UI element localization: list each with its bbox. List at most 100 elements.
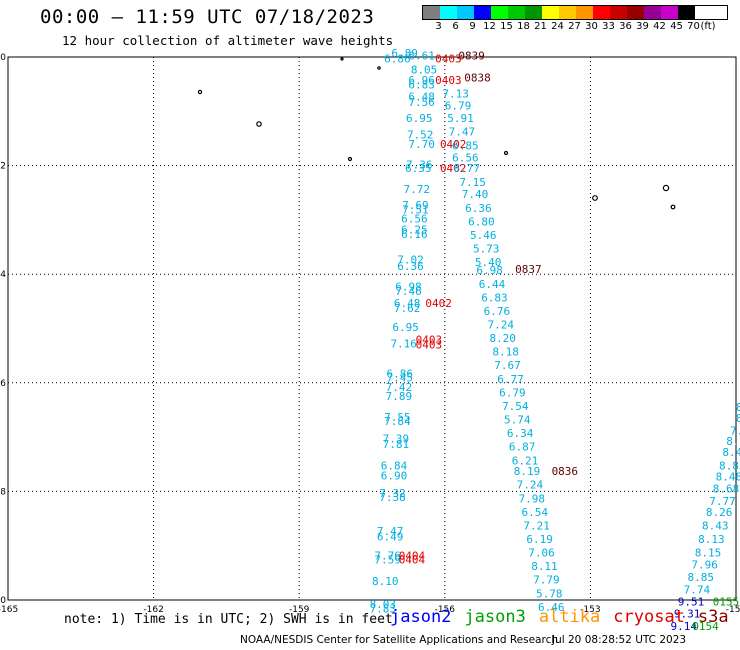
pass-time-label: 0404 (399, 549, 426, 562)
color-scale-label: 30 (585, 21, 598, 32)
pass-time-label: 0154 (692, 620, 719, 633)
wave-height-label: 6.54 (521, 506, 548, 519)
wave-height-label: 8.10 (372, 575, 399, 588)
wave-height-label: 6.36 (397, 260, 424, 273)
legend-altika: altika (538, 607, 601, 627)
color-swatch (678, 6, 695, 19)
wave-height-label: 7.21 (523, 519, 550, 532)
wave-height-label: 7.15 (459, 176, 486, 189)
wave-height-label: 8. (736, 401, 740, 414)
pass-time-label: 0402 (440, 138, 467, 151)
wave-height-label: 7.02 (397, 253, 424, 266)
wave-height-label: 6.16 (401, 228, 428, 241)
color-scale-label: 70 (687, 21, 700, 32)
island-outline (592, 195, 598, 201)
legend-s3a: s3a (697, 607, 729, 627)
wave-height-label: 6.77 (454, 162, 481, 175)
latitude-tick-label: -28 (0, 487, 6, 497)
pass-time-label: 0403 (435, 52, 462, 65)
wave-height-label: 7.51 (402, 203, 429, 216)
wave-height-label: 6.98 (476, 264, 503, 277)
wave-height-label: 7.55 (384, 411, 411, 424)
wave-height-label: 6.56 (452, 151, 479, 164)
latitude-tick-label: -26 (0, 379, 6, 389)
island-outline (256, 121, 262, 127)
wave-height-label: 7.56 (408, 96, 435, 109)
pass-time-label: 0403 (435, 74, 462, 87)
color-swatch (576, 6, 593, 19)
wave-height-label: 8.19 (514, 465, 541, 478)
wave-height-label: 7.24 (488, 319, 515, 332)
wave-height-label: 6.36 (465, 202, 492, 215)
color-scale-label: 6 (452, 21, 459, 32)
wave-height-label: 8.15 (695, 547, 722, 560)
satellite-legend: jason2 jason3 altika cryosat s3a (390, 607, 740, 627)
color-scale-label: 9 (469, 21, 476, 32)
wave-height-label: 6.49 (377, 530, 404, 543)
color-swatch (644, 6, 661, 19)
color-swatch (610, 6, 627, 19)
island-outline (340, 57, 344, 61)
wave-height-label: 6.90 (381, 469, 408, 482)
color-scale-labels: 3 6 9 12 15 18 21 24 27 30 33 36 39 42 45 70 (ft) (422, 20, 728, 34)
wave-height-label: 6.77 (497, 373, 524, 386)
wave-height-label: 5.91 (447, 112, 474, 125)
wave-height-label: 7.76 (374, 549, 401, 562)
wave-height-label: 7.47 (449, 126, 476, 139)
wave-height-label: 8.13 (698, 533, 725, 546)
longitude-tick-label: -159 (289, 605, 310, 615)
color-scale-unit: (ft) (700, 21, 716, 32)
map-title: 00:00 — 11:59 UTC 07/18/2023 (40, 6, 375, 28)
longitude-tick-label: -162 (143, 605, 163, 615)
pass-time-label: 0402 (425, 297, 452, 310)
wave-height-label: 6.87 (509, 441, 536, 454)
wave-height-label: 6.56 (401, 213, 428, 226)
legend-cryosat: cryosat (613, 607, 685, 627)
wave-height-label: 6.86 (387, 367, 414, 380)
pass-time-label: 0403 (416, 339, 443, 352)
wave-height-label: 9.31 (674, 607, 701, 620)
wave-height-label: 7.06 (528, 547, 555, 560)
wave-height-label: 7.38 (379, 491, 406, 504)
wave-height-label: 6.98 (395, 280, 422, 293)
wave-height-label: 7.32 (379, 487, 406, 500)
wave-height-label: 7.62 (394, 302, 421, 315)
wave-height-label: 7.54 (502, 400, 529, 413)
color-scale-label: 42 (653, 21, 666, 32)
wave-height-label: 6.35 (405, 162, 432, 175)
pass-time-label: 0836 (552, 465, 579, 478)
color-swatch (661, 6, 678, 19)
color-scale-label: 12 (483, 21, 496, 32)
latitude-tick-label: -20 (0, 53, 6, 63)
color-swatch (440, 6, 457, 19)
color-swatch (508, 6, 525, 19)
pass-time-label: 0837 (515, 263, 542, 276)
island-outline (503, 150, 509, 156)
color-scale-label: 15 (500, 21, 513, 32)
wave-height-label: 7.79 (533, 574, 560, 587)
wave-height-label: 5.78 (536, 587, 563, 600)
wave-height-label: 8.50 (726, 435, 740, 448)
wave-height-label: 8.85 (687, 571, 714, 584)
wave-height-label: 7.96 (691, 559, 718, 572)
color-swatch (474, 6, 491, 19)
latitude-tick-label: -30 (0, 596, 6, 606)
wave-height-label: 6.79 (499, 386, 526, 399)
footer-credit: NOAA/NESDIS Center for Satellite Applica… (240, 634, 558, 646)
wave-height-label: 6.48 (408, 90, 435, 103)
wave-height-label: 6.96 (408, 74, 435, 87)
color-swatch (423, 6, 440, 19)
wave-height-label: 7.98 (519, 492, 546, 505)
wave-height-label: 7.52 (407, 128, 434, 141)
wave-height-label: 6.48 (394, 297, 421, 310)
wave-height-label: 8.03 (370, 598, 397, 611)
wave-height-label: 7.74 (684, 583, 711, 596)
longitude-tick-label: -153 (580, 605, 600, 615)
wave-height-label: 6.44 (479, 278, 506, 291)
wave-height-label: 7.83 (370, 602, 397, 615)
wave-height-label: 6.79 (445, 100, 472, 113)
wave-height-label: 6.46 (538, 601, 565, 614)
footer-note: note: 1) Time is in UTC; 2) SWH is in fe… (64, 612, 393, 627)
wave-height-label: 7.81 (383, 438, 410, 451)
